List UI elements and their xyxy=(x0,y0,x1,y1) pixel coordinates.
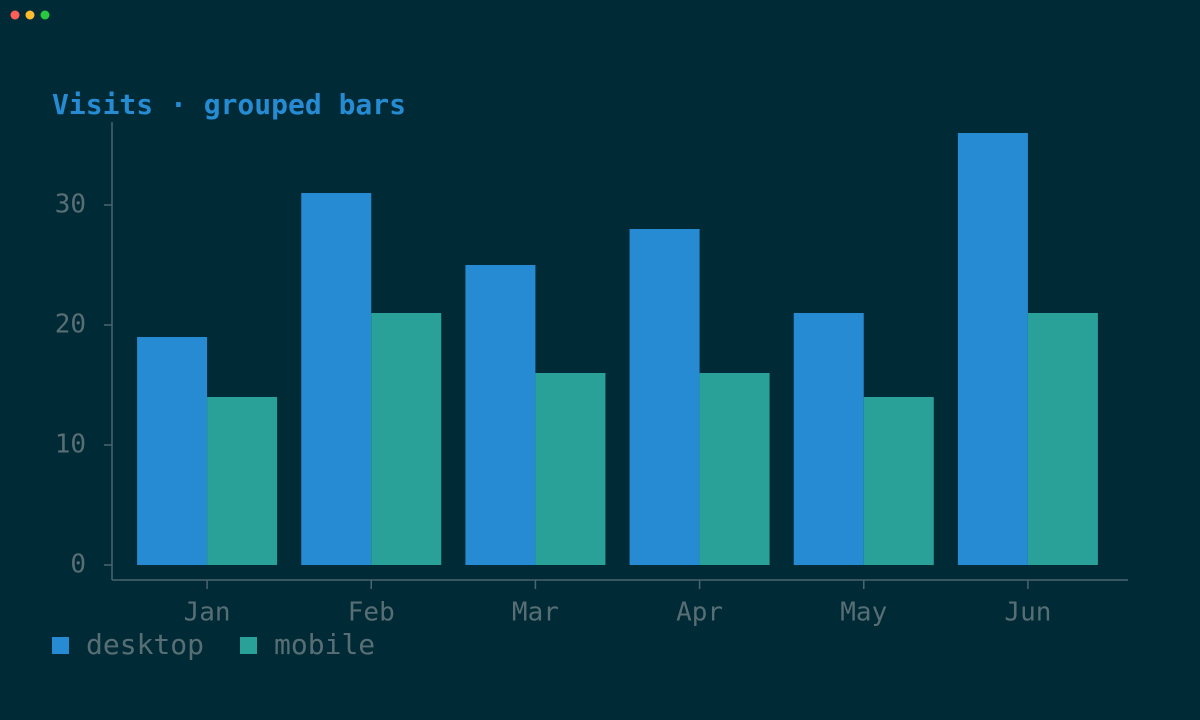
bar xyxy=(301,193,372,565)
y-tick-label: 30 xyxy=(55,190,86,220)
bar xyxy=(863,397,934,565)
bar xyxy=(629,229,700,565)
chart-title: Visits · grouped bars xyxy=(52,88,406,121)
bar xyxy=(699,373,770,565)
legend-label: mobile xyxy=(274,628,375,661)
legend-swatch xyxy=(240,637,258,654)
bar xyxy=(1027,313,1098,565)
x-tick-label: Jun xyxy=(1004,598,1051,628)
x-tick-label: Apr xyxy=(676,598,723,628)
y-tick-label: 20 xyxy=(55,310,86,340)
x-tick-label: Mar xyxy=(512,598,559,628)
x-tick-label: May xyxy=(840,598,887,628)
x-tick-label: Feb xyxy=(348,598,395,628)
close-button[interactable] xyxy=(10,10,20,20)
y-tick-label: 0 xyxy=(70,550,86,580)
legend-label: desktop xyxy=(86,628,204,661)
bar xyxy=(793,313,864,565)
bar xyxy=(371,313,442,565)
zoom-button[interactable] xyxy=(40,10,50,20)
minimize-button[interactable] xyxy=(25,10,35,20)
bar xyxy=(207,397,278,565)
x-tick-label: Jan xyxy=(184,598,231,628)
legend-swatch xyxy=(52,637,69,654)
bar xyxy=(535,373,606,565)
bar xyxy=(137,337,208,565)
bar xyxy=(957,133,1028,565)
y-tick-label: 10 xyxy=(55,430,86,460)
bar xyxy=(465,265,536,565)
